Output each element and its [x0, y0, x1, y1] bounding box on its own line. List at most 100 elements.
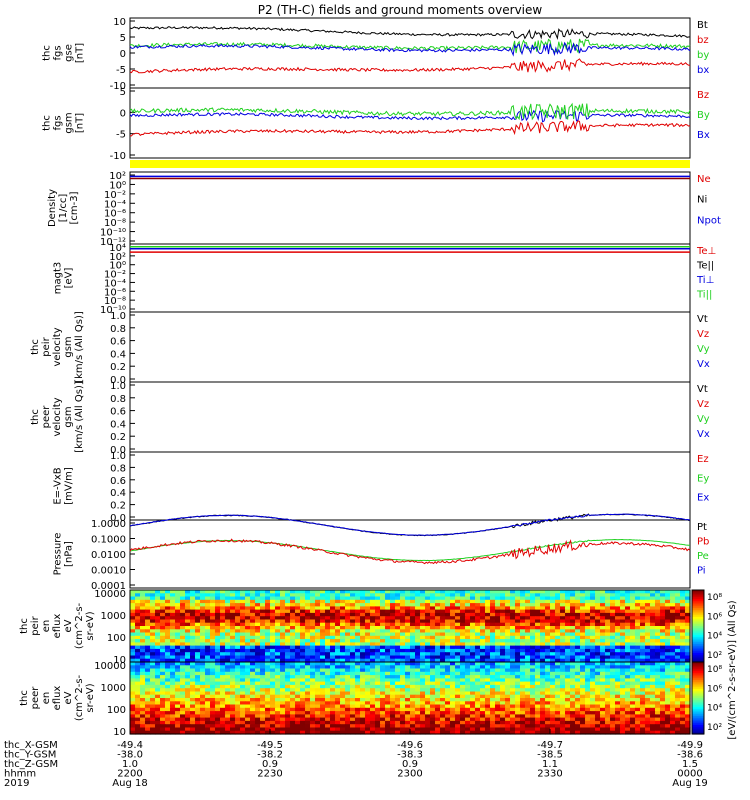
ylabel-fgs-gse: fgs — [53, 45, 64, 60]
tick-label: 10000 — [94, 589, 126, 600]
xaxis-value: -38.2 — [257, 750, 283, 761]
tick-label: 0.0001 — [91, 581, 126, 592]
xaxis-row-label: thc_Z-GSM — [4, 759, 58, 770]
ylabel-electron-spectrogram: thc — [19, 690, 30, 706]
tick-label: 0.8 — [110, 394, 126, 405]
ylabel-ion-spectrogram: en — [41, 620, 52, 633]
xaxis-value: -49.4 — [117, 740, 143, 751]
legend-pe: Pe — [697, 551, 709, 562]
tick-label: 10⁻² — [104, 270, 126, 281]
tick-label: 0.0 — [110, 445, 126, 456]
legend-ti⊥: Ti⊥ — [696, 275, 714, 286]
ylabel-fgs-gse: [nT] — [75, 43, 86, 63]
xaxis-row-label: thc_Y-GSM — [4, 750, 56, 761]
legend-ti||: Ti|| — [696, 290, 712, 301]
data-quality-bar — [130, 160, 690, 168]
tick-label: 10 — [113, 655, 126, 666]
tick-label: 10⁻⁸ — [104, 296, 126, 307]
tick-label: 0.2 — [110, 501, 126, 512]
xaxis-value: 0.9 — [262, 759, 278, 770]
tick-label: 10⁴ — [109, 243, 126, 254]
legend-ex: Ex — [697, 493, 709, 504]
ylabel-fgs-gsm: [nT] — [75, 113, 86, 133]
colorbar-tick: 10⁴ — [707, 632, 722, 642]
xaxis-value: 0.9 — [402, 759, 418, 770]
legend-vt: Vt — [697, 314, 708, 325]
tick-label: 0.4 — [110, 349, 126, 360]
xaxis-value: -49.9 — [677, 740, 703, 751]
xaxis-value: -38.3 — [397, 750, 423, 761]
tick-label: 10⁰ — [109, 261, 126, 272]
xaxis-value: -49.5 — [257, 740, 283, 751]
legend-pt: Pt — [697, 522, 707, 533]
ylabel-electron-spectrogram: eflux — [52, 686, 63, 711]
colorbar-tick: 10² — [707, 723, 722, 733]
xaxis-row-label: hhmm — [4, 769, 36, 780]
colorbar-tick: 10⁶ — [707, 684, 722, 694]
tick-label: 0.4 — [110, 419, 126, 430]
xaxis-value: 1.1 — [542, 759, 558, 770]
ylabel-fgs-gse: gse — [64, 44, 75, 62]
tick-label: 0.0100 — [91, 550, 126, 561]
tick-label: 0.1000 — [91, 535, 126, 546]
tick-label: 1.0 — [110, 311, 126, 322]
legend-by: By — [697, 110, 710, 121]
xaxis-row-label: thc_X-GSM — [4, 740, 58, 751]
ylabel-ion-velocity: gsm — [63, 336, 74, 357]
ylabel-efield: [mV/m] — [64, 467, 75, 505]
series-by — [129, 38, 691, 54]
tick-label: 100 — [107, 705, 126, 716]
xaxis-value: 1.5 — [682, 759, 698, 770]
tick-label: 0.6 — [110, 476, 126, 487]
ylabel-density: [1/cc] — [58, 194, 69, 223]
series-bz — [129, 58, 691, 74]
legend-pb: Pb — [697, 537, 709, 548]
tick-label: 10⁻⁴ — [104, 199, 126, 210]
ylabel-ion-spectrogram: sr-eV) — [85, 611, 96, 640]
tick-label: 10⁻⁶ — [104, 287, 126, 298]
colorbar-tick: 10² — [707, 651, 722, 661]
tick-label: 10 — [113, 17, 126, 28]
tick-label: 10² — [109, 171, 126, 182]
ylabel-ion-spectrogram: thc — [19, 618, 30, 634]
tick-label: 0.0010 — [91, 566, 126, 577]
ylabel-pressure: Pressure — [53, 533, 64, 576]
ylabel-ion-spectrogram: eflux — [52, 614, 63, 639]
ylabel-density: Density — [47, 189, 58, 227]
series-pb — [129, 538, 691, 565]
legend-vx: Vx — [697, 429, 710, 440]
figure-title: P2 (TH-C) fields and ground moments over… — [258, 3, 543, 17]
tick-label: 1.0 — [110, 451, 126, 462]
colorbar-tick: 10⁴ — [707, 704, 722, 714]
ylabel-temperature: [eV] — [64, 268, 75, 289]
colorbar-tick: 10⁸ — [707, 593, 722, 603]
legend-vz: Vz — [697, 329, 709, 340]
series-bt — [129, 25, 691, 41]
xaxis-value: 2230 — [257, 769, 282, 780]
tick-label: -10 — [110, 151, 126, 162]
ylabel-ion-spectrogram: peir — [30, 615, 41, 635]
panel-ion-velocity: thc peir velocity gsm [km/s (All Qs)] 1.0 0.8 0… — [30, 311, 710, 386]
ylabel-electron-spectrogram: eV — [63, 691, 74, 704]
series-pi — [129, 513, 691, 536]
ylabel-electron-spectrogram: peer — [30, 686, 41, 710]
legend-bz: bz — [697, 35, 709, 46]
legend-vy: Vy — [697, 344, 710, 355]
legend-vy: Vy — [697, 414, 710, 425]
xaxis-value: 2200 — [117, 769, 142, 780]
ylabel-electron-velocity: thc — [30, 409, 41, 425]
legend-bt: Bt — [697, 20, 708, 31]
series-bx — [129, 41, 691, 57]
tick-label: 1000 — [101, 683, 126, 694]
ylabel-electron-spectrogram: en — [41, 692, 52, 705]
tick-label: 10⁻² — [104, 190, 126, 201]
panel-density: Density [1/cc] [cm-3]10²10⁰10⁻²10⁻⁴10⁻⁶10⁻… — [47, 171, 721, 248]
legend-vx: Vx — [697, 359, 710, 370]
xaxis-value: -49.6 — [397, 740, 423, 751]
tick-label: 10⁻¹⁰ — [100, 228, 126, 239]
panel-electron-spectrogram: thc peer en eflux eV (cm^2-s-sr-eV) 10000 1000 1… — [19, 661, 722, 738]
ylabel-density: [cm-3] — [69, 191, 80, 224]
legend-ne: Ne — [697, 174, 711, 185]
